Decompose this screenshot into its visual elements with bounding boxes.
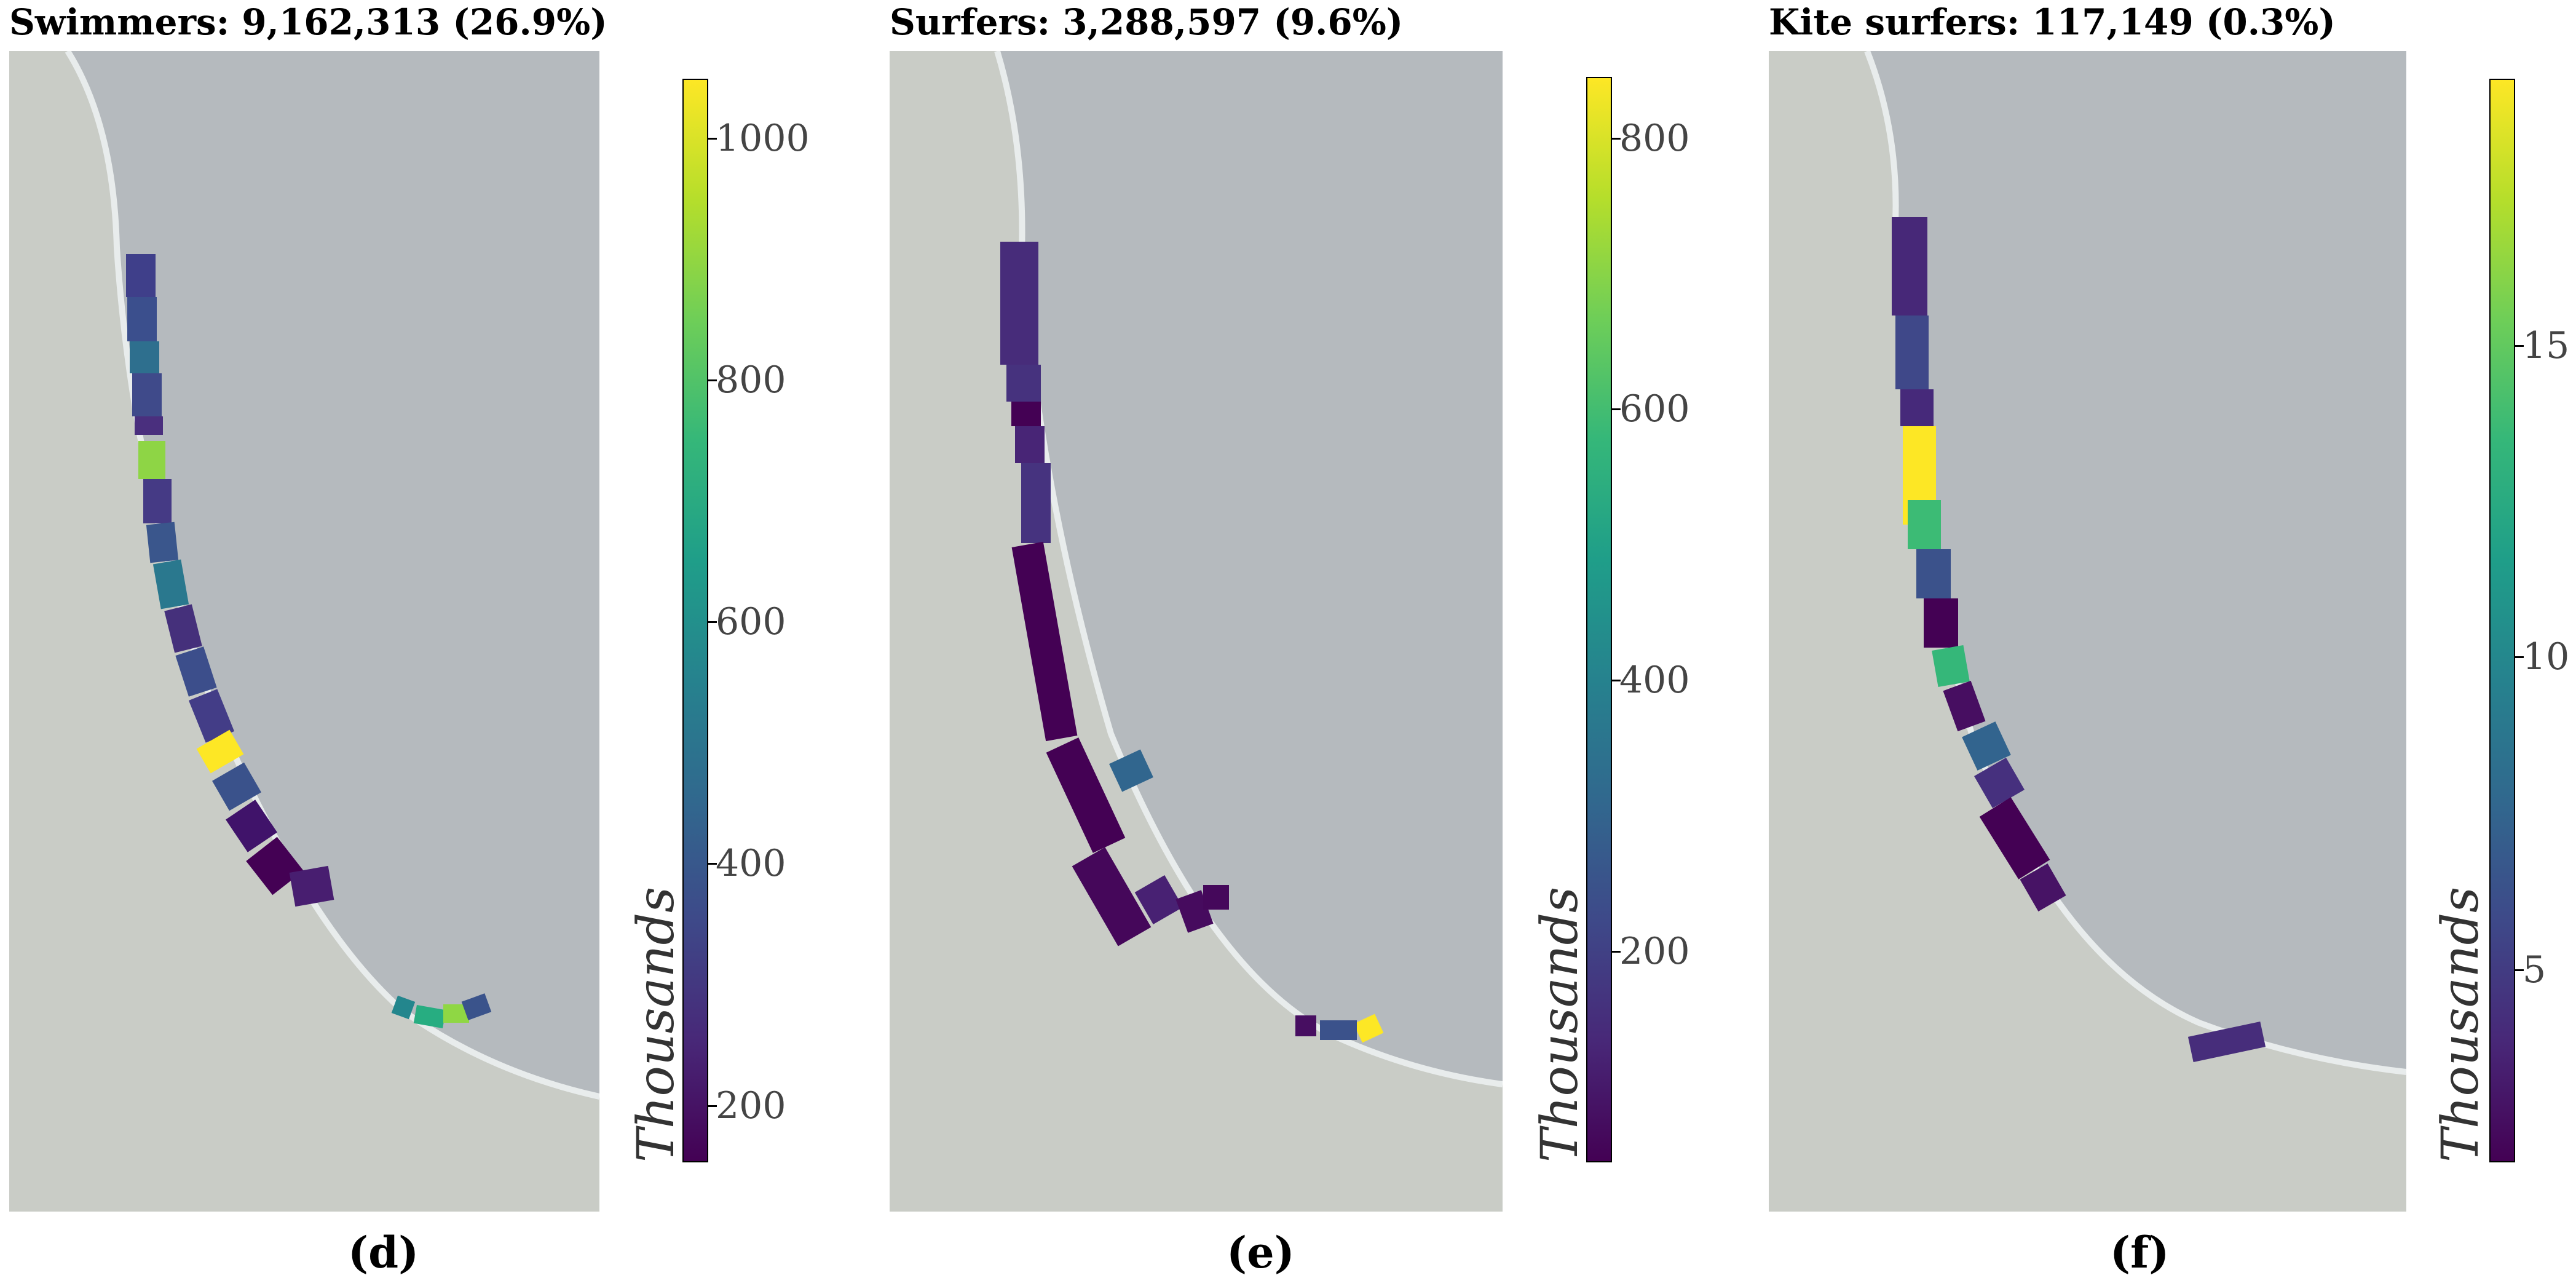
map-surfers[interactable] (890, 51, 1503, 1212)
beach-segment[interactable] (1011, 402, 1041, 426)
beach-segment[interactable] (1134, 875, 1183, 924)
beach-segment[interactable] (289, 865, 334, 907)
beach-segment[interactable] (146, 522, 179, 563)
beach-segment[interactable] (1203, 885, 1229, 910)
colorbar-tick-label: 15 (2523, 324, 2570, 367)
colorbar-unit-label: Thousands (2432, 886, 2490, 1162)
tick-mark (2515, 969, 2524, 971)
colorbar-tick-label: 200 (1619, 930, 1690, 973)
beach-segment[interactable] (1015, 426, 1045, 463)
colorbar-tick-label: 800 (716, 359, 786, 402)
colorbar-surfers (1586, 77, 1612, 1162)
beach-segment[interactable] (1895, 316, 1929, 389)
colorbar-tick-label: 200 (716, 1084, 786, 1127)
tick-mark (1612, 951, 1621, 953)
beach-segment[interactable] (2020, 863, 2066, 911)
beach-segment[interactable] (1109, 749, 1153, 792)
colorbar-tick-label: 600 (1619, 387, 1690, 431)
beach-segments-surfers (1000, 242, 1384, 1043)
beach-segment[interactable] (164, 604, 202, 653)
map-canvas-swimmers (9, 51, 599, 1212)
map-canvas-kite-surfers (1769, 51, 2406, 1212)
colorbar-tick-label: 800 (1619, 117, 1690, 160)
beach-segment[interactable] (175, 646, 217, 697)
beach-segment[interactable] (1021, 463, 1051, 543)
beach-segment[interactable] (127, 297, 157, 341)
tick-mark (708, 621, 717, 623)
beach-segment[interactable] (1924, 598, 1958, 648)
map-swimmers[interactable] (9, 51, 599, 1212)
beach-segment[interactable] (1072, 847, 1152, 947)
beach-segment[interactable] (143, 479, 172, 523)
tick-mark (2515, 656, 2524, 658)
beach-segment[interactable] (152, 559, 189, 609)
beach-segment[interactable] (1979, 797, 2050, 879)
colorbar-tick-label: 400 (1619, 659, 1690, 702)
beach-segment[interactable] (138, 441, 165, 479)
beach-segment[interactable] (2187, 1021, 2266, 1063)
colorbar-swimmers (682, 79, 708, 1162)
beach-segment[interactable] (226, 800, 277, 852)
beach-segment[interactable] (1900, 389, 1934, 426)
panel-title-surfers: Surfers: 3,288,597 (9.6%) (890, 1, 1404, 43)
beach-segment[interactable] (461, 993, 492, 1020)
beach-segment[interactable] (391, 995, 416, 1020)
beach-segment[interactable] (1962, 721, 2011, 771)
beach-segment[interactable] (1916, 549, 1951, 598)
beach-segment[interactable] (1006, 365, 1041, 402)
beach-segment[interactable] (1353, 1014, 1384, 1043)
tick-mark (708, 138, 717, 140)
tick-mark (2515, 345, 2524, 347)
beach-segment[interactable] (413, 1005, 446, 1028)
panel-title-swimmers: Swimmers: 9,162,313 (26.9%) (9, 1, 607, 43)
beach-segment[interactable] (1892, 217, 1927, 316)
beach-segment[interactable] (126, 254, 156, 297)
colorbar-unit-label: Thousands (627, 886, 685, 1162)
beach-segment[interactable] (1974, 758, 2025, 808)
panel-label-e: (e) (1227, 1227, 1295, 1278)
colorbar-tick-label: 10 (2523, 635, 2570, 678)
beach-segment[interactable] (135, 416, 163, 435)
colorbar-unit-label: Thousands (1531, 886, 1589, 1162)
beach-segment[interactable] (1908, 500, 1941, 549)
tick-mark (1612, 408, 1621, 410)
colorbar-tick-label: 5 (2523, 948, 2546, 991)
beach-segments-kite-surfers (1892, 217, 2266, 1063)
beach-segment[interactable] (1046, 737, 1126, 853)
colorbar-kite-surfers (2489, 79, 2515, 1162)
panel-label-f: (f) (2110, 1227, 2170, 1278)
beach-segment[interactable] (1011, 541, 1078, 742)
map-kite-surfers[interactable] (1769, 51, 2406, 1212)
panel-title-kite-surfers: Kite surfers: 117,149 (0.3%) (1769, 1, 2336, 43)
tick-mark (708, 1105, 717, 1107)
beach-segment[interactable] (196, 729, 244, 774)
beach-segment[interactable] (246, 836, 304, 895)
beach-segment[interactable] (132, 373, 162, 416)
tick-mark (708, 863, 717, 865)
beach-segment[interactable] (1320, 1020, 1357, 1040)
tick-mark (1612, 138, 1621, 140)
tick-mark (1612, 680, 1621, 681)
colorbar-tick-label: 600 (716, 600, 786, 643)
beach-segment[interactable] (1943, 680, 1986, 732)
beach-segment[interactable] (1932, 645, 1970, 688)
map-canvas-surfers (890, 51, 1503, 1212)
beach-segment[interactable] (1295, 1015, 1316, 1036)
beach-segment[interactable] (212, 762, 261, 811)
beach-segment[interactable] (188, 689, 235, 743)
panel-label-d: (d) (348, 1227, 419, 1278)
beach-segments-swimmers (126, 254, 492, 1028)
colorbar-tick-label: 1000 (716, 117, 810, 160)
beach-segment[interactable] (130, 341, 159, 373)
beach-segment[interactable] (1000, 242, 1038, 365)
colorbar-tick-label: 400 (716, 842, 786, 885)
tick-mark (708, 379, 717, 381)
